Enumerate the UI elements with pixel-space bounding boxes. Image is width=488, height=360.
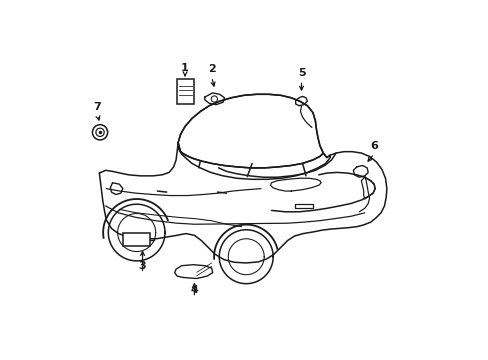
Text: 6: 6 — [369, 141, 377, 151]
Text: 4: 4 — [190, 285, 198, 295]
Bar — [122, 233, 149, 246]
Text: 2: 2 — [207, 64, 215, 75]
Text: 7: 7 — [94, 103, 102, 112]
Bar — [177, 79, 193, 104]
Text: 3: 3 — [139, 261, 146, 271]
Text: 5: 5 — [297, 68, 305, 78]
Text: 1: 1 — [181, 63, 188, 73]
